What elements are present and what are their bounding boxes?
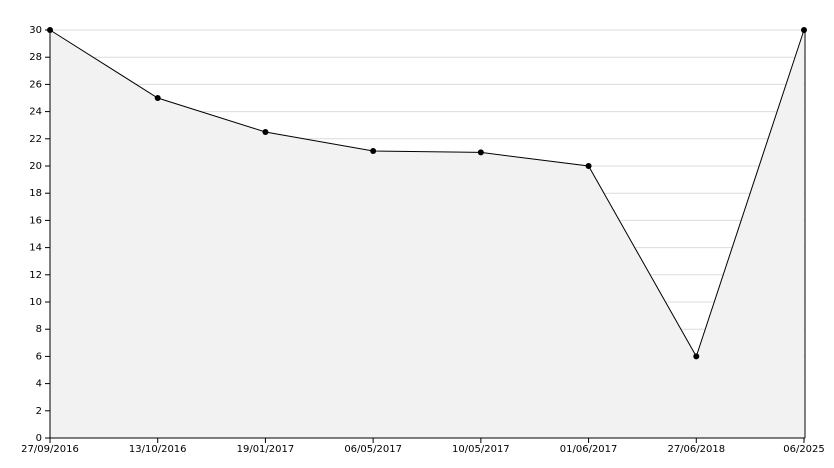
- y-tick-label: 14: [29, 243, 42, 254]
- y-tick-label: 2: [36, 406, 42, 417]
- y-tick-label: 18: [29, 188, 42, 199]
- y-tick-label: 6: [36, 351, 42, 362]
- x-tick-label: 06/05/2017: [344, 444, 402, 455]
- x-tick-label: 01/06/2017: [560, 444, 618, 455]
- plot: [47, 27, 807, 438]
- y-tick-label: 16: [29, 215, 42, 226]
- y-tick-label: 22: [29, 134, 42, 145]
- x-tick-label: 27/09/2016: [21, 444, 79, 455]
- y-tick-label: 12: [29, 270, 42, 281]
- marker: [477, 149, 484, 156]
- x-tick-label: 06/2025: [783, 444, 825, 455]
- marker: [370, 148, 377, 155]
- area: [50, 30, 804, 438]
- line: [49, 29, 805, 358]
- y-tick-label: 26: [29, 79, 42, 90]
- marker: [262, 129, 269, 135]
- y-tick-label: 30: [29, 25, 42, 36]
- marker: [801, 27, 807, 33]
- y-tick-label: 10: [29, 297, 42, 308]
- y-tick-label: 20: [29, 161, 42, 172]
- y-tick-label: 28: [29, 52, 42, 63]
- marker: [693, 353, 700, 360]
- x-tick-label: 27/06/2018: [667, 444, 725, 455]
- y-tick-label: 24: [29, 107, 42, 118]
- y-tick-label: 4: [36, 379, 42, 390]
- y-tick-label: 8: [36, 324, 42, 335]
- y-tick-label: 0: [36, 433, 42, 444]
- x-tick-label: 10/05/2017: [452, 444, 510, 455]
- marker: [585, 163, 592, 169]
- x-tick-label: 13/10/2016: [129, 444, 187, 455]
- x-tick-label: 19/01/2017: [237, 444, 295, 455]
- marker: [154, 95, 161, 101]
